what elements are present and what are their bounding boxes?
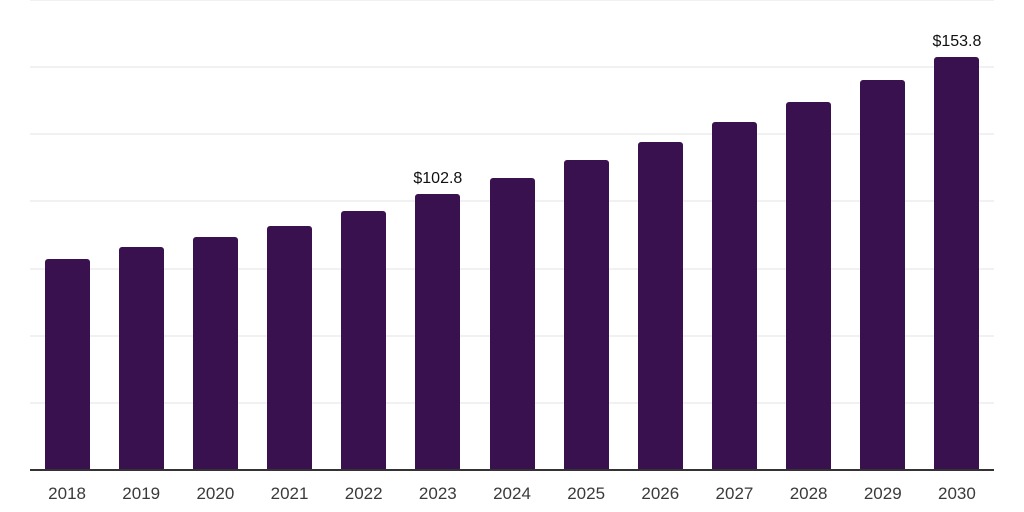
x-tick-label-2023: 2023 [418, 484, 457, 503]
x-tick-label-2028: 2028 [789, 484, 828, 503]
gridline-175 [30, 0, 994, 1]
bar-2021 [267, 225, 313, 470]
x-tick-label-2021: 2021 [270, 484, 309, 503]
x-tick-label-2027: 2027 [715, 484, 754, 503]
bar-2022 [341, 211, 387, 470]
gridline-125 [30, 133, 994, 136]
x-tick-label-2026: 2026 [641, 484, 680, 503]
x-tick-label-2030: 2030 [938, 484, 976, 503]
bar-2027 [711, 122, 757, 470]
data-label-2023: $102.8 [413, 169, 463, 187]
x-axis-line [30, 469, 994, 471]
x-tick-label-2019: 2019 [122, 484, 161, 503]
plot-area: $102.8 $153.8 [30, 0, 994, 470]
bar-2020 [192, 236, 238, 470]
bar-2023 [415, 193, 461, 470]
bar-2030 [934, 56, 980, 470]
bar-2029 [860, 80, 906, 470]
data-label-2030: $153.8 [932, 32, 982, 50]
bar-2019 [118, 247, 164, 470]
bar-2028 [786, 101, 832, 470]
x-tick-label-2018: 2018 [48, 484, 86, 503]
bar-2025 [563, 160, 609, 470]
x-tick-label-2022: 2022 [344, 484, 383, 503]
x-tick-label-2020: 2020 [196, 484, 235, 503]
x-tick-label-2024: 2024 [493, 484, 531, 503]
x-tick-label-2025: 2025 [567, 484, 606, 503]
bar-2018 [44, 258, 90, 470]
bar-2026 [637, 141, 683, 470]
x-tick-label-2029: 2029 [863, 484, 902, 503]
gridline-150 [30, 66, 994, 69]
bar-2024 [489, 177, 535, 470]
